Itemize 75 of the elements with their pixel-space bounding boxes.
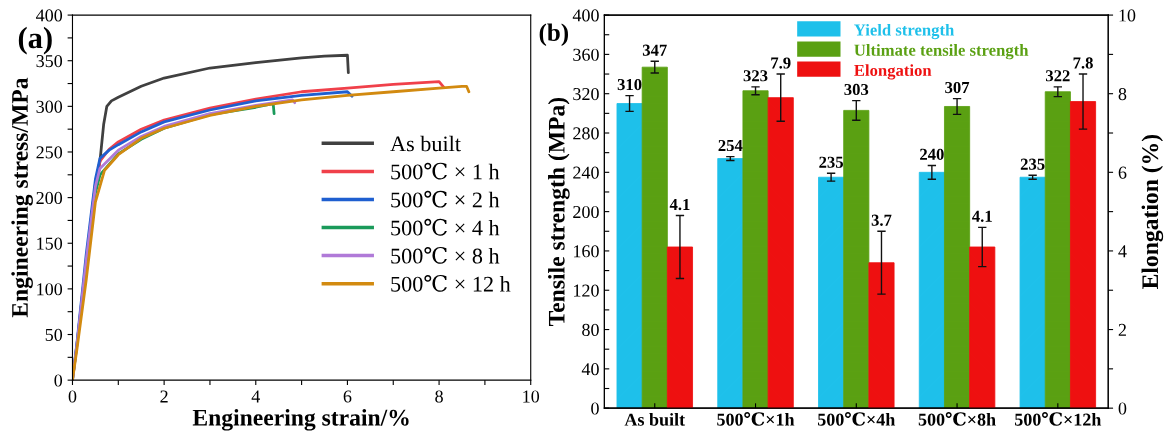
x-tick-label: 8 (435, 390, 443, 403)
x-tick-label: 500℃×12h (1015, 412, 1102, 426)
data-label: 7.8 (1073, 57, 1093, 69)
x-tick-label: 0 (68, 390, 77, 403)
data-label: 3.7 (871, 214, 892, 226)
y2-tick-label: 0 (1118, 402, 1127, 415)
data-label: 7.9 (771, 57, 791, 69)
y2-tick-label: 8 (1118, 87, 1127, 101)
legend-label: As built (390, 135, 461, 152)
bar (641, 66, 668, 409)
y-tick-label: 160 (574, 245, 599, 258)
data-label: 235 (1020, 158, 1045, 170)
data-label: 235 (819, 156, 843, 168)
y2-tick-label: 6 (1118, 166, 1127, 179)
y-tick-label: 200 (36, 191, 63, 205)
x-tick-label: 500℃×8h (918, 412, 996, 426)
x-tick-label: 500℃×4h (817, 412, 896, 426)
y-axis-title: Tensile strength (MPa) (548, 97, 570, 327)
x-tick-label: 500℃×1h (717, 412, 795, 426)
bar (818, 176, 845, 409)
data-label: 307 (945, 81, 970, 94)
y-tick-label: 300 (36, 100, 63, 113)
legend-label: 500℃ × 1 h (391, 162, 500, 180)
y-tick-label: 200 (573, 205, 599, 219)
y-axis-title: Engineering stress/MPa (11, 77, 33, 318)
bar (1019, 176, 1046, 409)
y-tick-label: 0 (591, 402, 599, 415)
data-label: 303 (844, 83, 869, 96)
bar (616, 103, 643, 409)
y2-tick-label: 4 (1118, 245, 1127, 258)
bar (843, 109, 870, 409)
y-tick-label: 240 (573, 166, 599, 179)
y-tick-label: 250 (36, 146, 63, 159)
x-tick-label: 2 (160, 390, 168, 403)
data-label: 240 (920, 148, 944, 160)
bar (717, 158, 744, 409)
x-tick-label: As built (624, 413, 686, 426)
data-label: 347 (642, 44, 667, 56)
data-label: 322 (1045, 70, 1070, 82)
y-tick-label: 80 (582, 323, 599, 336)
y-tick-label: 100 (37, 283, 63, 296)
y-tick-label: 0 (54, 374, 63, 387)
text: Ultimate tensile strength (854, 44, 1029, 60)
y-tick-label: 120 (574, 284, 599, 297)
x-tick-label: 10 (523, 390, 540, 403)
y-tick-label: 320 (573, 87, 599, 101)
y-tick-label: 50 (45, 328, 63, 341)
y-tick-label: 350 (36, 54, 63, 68)
text: (a) (18, 26, 52, 55)
y2-tick-label: 10 (1119, 9, 1136, 22)
bar (918, 171, 945, 409)
legend-label: 500℃ × 4 h (391, 218, 500, 236)
legend-label: 500℃ × 2 h (391, 190, 500, 208)
y-tick-label: 360 (573, 48, 599, 61)
data-label: 4.1 (669, 198, 690, 211)
x-axis-title: Engineering strain/% (192, 409, 409, 431)
legend-label: 500℃ × 8 h (391, 246, 500, 264)
data-label: 310 (617, 78, 642, 91)
y2-tick-label: 2 (1118, 323, 1126, 336)
y-tick-label: 150 (37, 237, 63, 250)
legend-label: 500℃ × 12 h (391, 274, 511, 292)
text: Yield strength (854, 23, 955, 40)
y-tick-label: 40 (581, 363, 599, 376)
data-label: 4.1 (972, 210, 992, 222)
y2-axis-title: Elongation (%) (1141, 134, 1164, 289)
text: Elongation (854, 64, 932, 80)
y-tick-label: 400 (36, 9, 63, 22)
y-tick-label: 280 (573, 127, 599, 140)
x-tick-label: 6 (343, 390, 352, 403)
data-label: 323 (743, 70, 768, 82)
data-label: 254 (718, 139, 743, 152)
text: (b) (539, 23, 569, 47)
line-series (72, 84, 471, 381)
y-tick-label: 400 (572, 9, 599, 22)
x-tick-label: 4 (251, 390, 261, 403)
